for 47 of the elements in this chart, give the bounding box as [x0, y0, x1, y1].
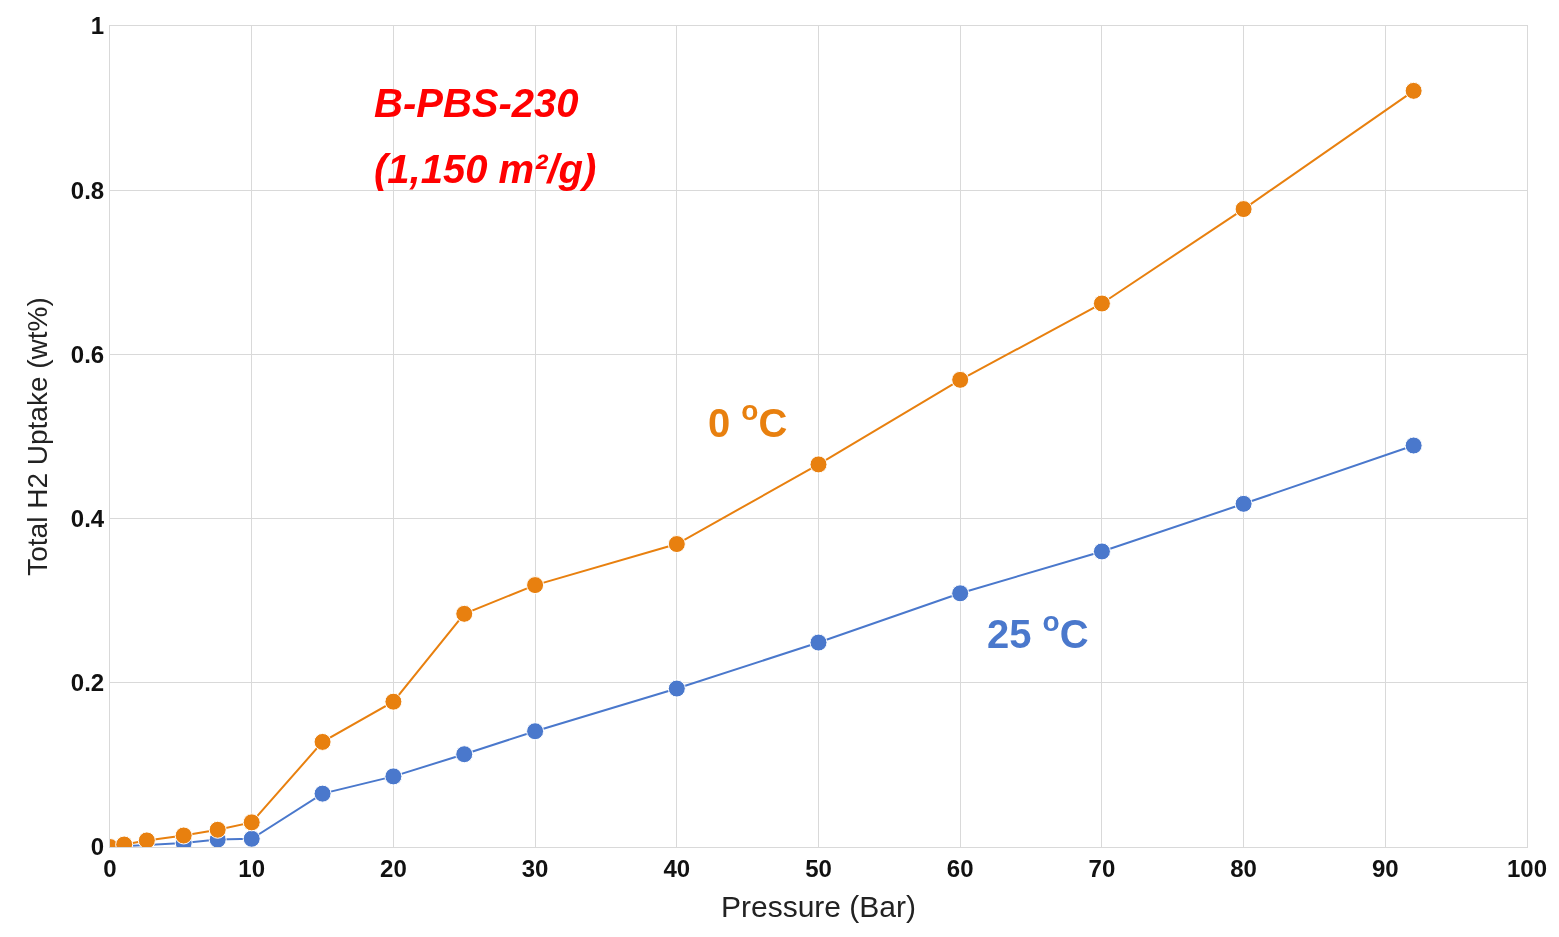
point [455, 604, 474, 623]
y-tick-label: 1 [90, 12, 105, 40]
point [384, 767, 403, 786]
annotation: (1,150 m²/g) [374, 147, 597, 191]
point [951, 370, 970, 389]
x-axis-title: Pressure (Bar) [720, 890, 917, 924]
x-tick-label: 70 [1088, 854, 1116, 882]
point [313, 784, 332, 803]
point [1404, 436, 1423, 455]
y-tick-label: 0.2 [70, 669, 105, 697]
point [137, 831, 156, 847]
point [1092, 294, 1111, 313]
x-tick-label: 100 [1506, 854, 1548, 882]
point [809, 633, 828, 652]
point [1092, 542, 1111, 561]
point [1404, 81, 1423, 100]
point [455, 745, 474, 764]
point [384, 692, 403, 711]
point [174, 826, 193, 845]
y-tick-label: 0.8 [70, 176, 105, 204]
x-tick-label: 50 [805, 854, 832, 882]
series-label: 25 $^{o}$C [987, 606, 1089, 656]
annotation: B-PBS-230 [374, 81, 579, 125]
point [809, 455, 828, 474]
point [1234, 494, 1253, 513]
x-tick-label: 10 [238, 854, 266, 882]
point [208, 820, 227, 839]
point [526, 576, 545, 595]
point [1234, 200, 1253, 219]
y-axis-title: Total H2 Uptake (wt%) [21, 297, 53, 576]
point [667, 679, 686, 698]
series-label: 0 $^{o}$C [708, 395, 788, 445]
point [667, 535, 686, 554]
y-tick-label: 0 [90, 833, 105, 861]
x-tick-label: 90 [1371, 854, 1399, 882]
y-tick-label: 0.4 [70, 505, 105, 532]
x-tick-label: 40 [663, 854, 691, 882]
point [526, 722, 545, 741]
y-tick-label: 0.6 [70, 340, 105, 368]
x-tick-label: 20 [380, 854, 407, 882]
x-tick-label: 80 [1230, 854, 1257, 882]
point [313, 732, 332, 751]
point [242, 813, 261, 832]
x-tick-label: 60 [946, 854, 974, 882]
x-tick-label: 30 [521, 854, 549, 882]
point [951, 584, 970, 603]
point [242, 829, 261, 847]
